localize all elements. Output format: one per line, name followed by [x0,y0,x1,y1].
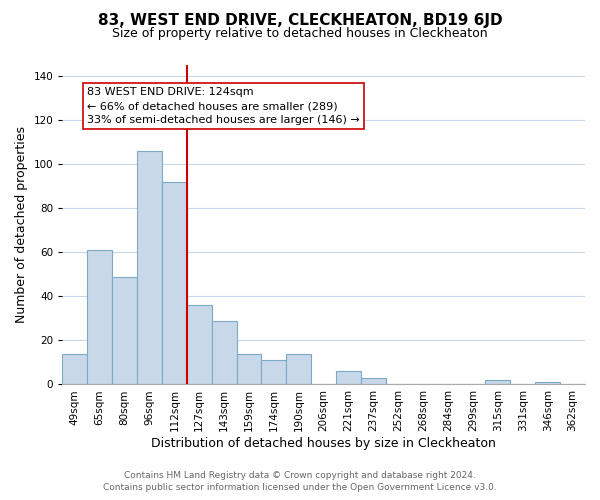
Text: Size of property relative to detached houses in Cleckheaton: Size of property relative to detached ho… [112,28,488,40]
Bar [212,320,236,384]
Bar [187,305,212,384]
Bar [162,182,187,384]
Text: Contains HM Land Registry data © Crown copyright and database right 2024.
Contai: Contains HM Land Registry data © Crown c… [103,471,497,492]
Y-axis label: Number of detached properties: Number of detached properties [15,126,28,323]
Bar [361,378,386,384]
Bar [286,354,311,384]
Bar [87,250,112,384]
Bar [485,380,511,384]
Text: 83 WEST END DRIVE: 124sqm
← 66% of detached houses are smaller (289)
33% of semi: 83 WEST END DRIVE: 124sqm ← 66% of detac… [87,87,360,125]
Bar [137,151,162,384]
Bar [535,382,560,384]
Bar [112,276,137,384]
X-axis label: Distribution of detached houses by size in Cleckheaton: Distribution of detached houses by size … [151,437,496,450]
Bar [236,354,262,384]
Bar [62,354,87,384]
Bar [336,371,361,384]
Bar [262,360,286,384]
Text: 83, WEST END DRIVE, CLECKHEATON, BD19 6JD: 83, WEST END DRIVE, CLECKHEATON, BD19 6J… [98,12,502,28]
